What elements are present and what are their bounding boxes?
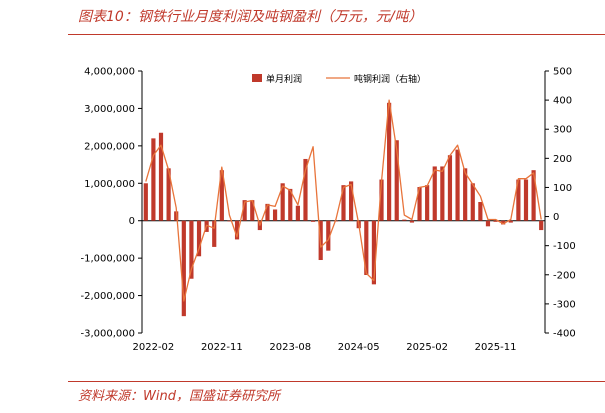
left-axis-tick-label: 2,000,000 <box>84 141 135 152</box>
x-axis-tick-label: 2025-02 <box>406 342 448 353</box>
profit-bar <box>326 220 331 251</box>
left-axis-tick-label: 4,000,000 <box>84 67 135 78</box>
per-ton-profit-line <box>145 99 542 302</box>
left-axis-tick-label: -3,000,000 <box>80 329 135 340</box>
profit-bar <box>158 132 164 221</box>
left-axis-tick-label: 1,000,000 <box>84 179 135 190</box>
right-axis-tick-label: -100 <box>553 241 576 252</box>
profit-bar <box>310 220 316 222</box>
profit-bar <box>349 181 354 221</box>
profit-bar <box>440 166 445 221</box>
right-axis-tick-label: -200 <box>553 270 576 281</box>
right-axis-tick-label: 200 <box>553 154 572 165</box>
profit-bar <box>364 220 369 275</box>
profit-bar <box>371 220 377 285</box>
profit-bar <box>478 202 483 221</box>
source-note: 资料来源：Wind，国盛证券研究所 <box>78 389 280 404</box>
profit-bar <box>402 219 407 221</box>
profit-bar <box>272 209 278 221</box>
profit-bar <box>189 220 194 279</box>
profit-bar <box>166 168 171 221</box>
bottom-divider <box>68 381 605 382</box>
profit-bar <box>432 166 437 221</box>
profit-bar <box>409 220 415 223</box>
right-axis-tick-label: 300 <box>553 125 572 136</box>
chart-legend: 单月利润 吨钢利润（右轴） <box>252 73 426 85</box>
monthly-profit-bars <box>143 102 544 317</box>
profit-bar <box>508 220 513 223</box>
profit-bar <box>447 155 453 221</box>
profit-bar <box>341 185 346 221</box>
x-axis-tick-label: 2024-05 <box>338 342 380 353</box>
profit-bar <box>151 138 156 221</box>
left-axis-tick-label: 3,000,000 <box>84 104 135 115</box>
profit-bar <box>455 149 460 221</box>
profit-bar <box>196 220 202 257</box>
profit-bar <box>501 220 506 225</box>
profit-bar <box>250 200 255 221</box>
left-axis-tick-label: -1,000,000 <box>80 254 135 265</box>
x-axis-tick-label: 2022-02 <box>133 342 175 353</box>
profit-bar <box>523 179 529 221</box>
profit-bar <box>493 220 498 222</box>
right-axis-tick-label: 100 <box>553 183 572 194</box>
x-axis-tick-label: 2023-08 <box>269 342 311 353</box>
profit-bar <box>265 203 270 221</box>
right-axis-tick-label: 0 <box>553 212 559 223</box>
profit-bar <box>174 211 179 221</box>
profit-bar <box>470 183 475 221</box>
profit-bar <box>242 200 247 221</box>
profit-bar <box>295 205 300 221</box>
profit-bar <box>379 179 384 221</box>
legend-swatch-bar <box>252 74 262 82</box>
profit-bar <box>280 183 285 221</box>
profit-bar <box>531 170 536 221</box>
figure-title: 图表10：钢铁行业月度利润及吨钢盈利（万元，元/吨） <box>78 9 423 25</box>
profit-bar <box>425 185 430 221</box>
legend-label-line: 吨钢利润（右轴） <box>354 73 426 85</box>
chart-axes: 4,000,000 3,000,000 2,000,000 1,000,000 0 -1,… <box>80 67 575 354</box>
x-axis-tick-label: 2022-11 <box>201 342 243 353</box>
profit-bar <box>227 220 232 222</box>
left-axis-tick-label: -2,000,000 <box>80 291 135 302</box>
right-axis-tick-label: 400 <box>553 96 572 107</box>
profit-bar <box>181 220 186 317</box>
profit-bar <box>288 188 293 221</box>
top-divider <box>68 34 605 35</box>
profit-bar <box>234 220 240 240</box>
profit-bar <box>485 220 491 227</box>
profit-bar <box>212 220 217 247</box>
right-axis-tick-label: 500 <box>553 67 572 78</box>
profit-bar <box>463 168 468 221</box>
right-axis-tick-label: -300 <box>553 299 576 310</box>
profit-bar <box>219 170 224 221</box>
profit-bar <box>143 183 148 221</box>
right-axis-tick-label: -400 <box>553 329 576 340</box>
profit-bar <box>516 179 521 221</box>
x-axis-tick-label: 2025-11 <box>475 342 517 353</box>
left-axis-tick-label: 0 <box>129 216 135 227</box>
profit-bar <box>387 102 392 221</box>
profit-bar <box>303 158 308 221</box>
per-ton-profit-series-line <box>145 99 542 302</box>
legend-label-bar: 单月利润 <box>266 73 302 85</box>
profit-bar <box>394 140 399 221</box>
profit-bar <box>417 187 422 221</box>
profit-bar <box>539 220 544 231</box>
